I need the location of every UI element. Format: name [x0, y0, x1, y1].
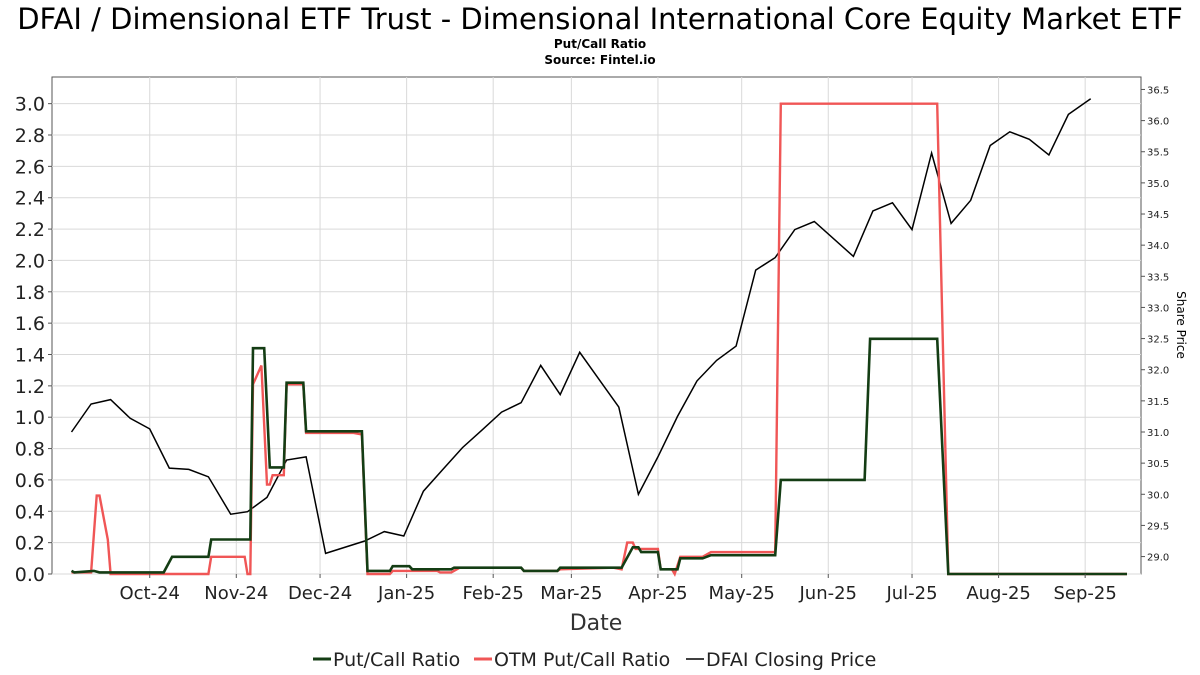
- closing-price-line: [70, 98, 1092, 555]
- legend-label: OTM Put/Call Ratio: [494, 649, 670, 671]
- y-tick-label: 0.0: [15, 564, 45, 586]
- x-tick-label: Aug-25: [966, 583, 1031, 604]
- y-tick-label: 1.8: [15, 282, 45, 304]
- y2-tick-label: 30.5: [1147, 459, 1169, 470]
- y-tick-label: 1.6: [15, 313, 45, 335]
- x-tick-label: Jan-25: [377, 583, 435, 604]
- y-tick-label: 3.0: [15, 94, 45, 116]
- legend-closing-price: DFAI Closing Price: [686, 649, 876, 671]
- chart-title: DFAI / Dimensional ETF Trust - Dimension…: [17, 2, 1183, 36]
- y2-tick-label: 34.0: [1147, 241, 1169, 252]
- y-tick-label: 1.0: [15, 407, 45, 429]
- chart-subtitle: Put/Call Ratio: [553, 37, 647, 51]
- legend-otm-put-call-ratio: OTM Put/Call Ratio: [474, 649, 670, 671]
- series-layer: [70, 98, 1127, 577]
- y-tick-label: 2.6: [15, 156, 45, 178]
- y-tick-label: 1.4: [15, 345, 45, 367]
- y2-axis-label: Share Price: [1174, 291, 1188, 359]
- otm-put-call-ratio-line: [71, 102, 1127, 577]
- y-tick-label: 2.4: [15, 188, 45, 210]
- x-tick-label: Mar-25: [540, 583, 602, 604]
- y-tick-label: 0.6: [15, 470, 45, 492]
- y2-tick-label: 32.0: [1147, 366, 1169, 377]
- x-tick-label: Nov-24: [204, 583, 268, 604]
- x-tick-label: Sep-25: [1053, 583, 1116, 604]
- x-axis-label: Date: [570, 611, 623, 636]
- chart-source: Source: Fintel.io: [544, 53, 656, 67]
- y2-tick-label: 30.0: [1147, 490, 1169, 501]
- y2-tick-label: 32.5: [1147, 335, 1169, 346]
- x-tick-label: Jul-25: [885, 583, 937, 604]
- grid: [52, 77, 1141, 575]
- axes: 0.0 0.2 0.4 0.6 0.8 1.0 1.2 1.4 1.6 1.8 2.0 2.2 2.4 2…: [15, 85, 1169, 604]
- y2-tick-label: 35.5: [1147, 148, 1169, 159]
- y2-tick-label: 36.0: [1147, 117, 1169, 128]
- y-tick-label: 0.4: [15, 501, 45, 523]
- x-tick-label: May-25: [709, 583, 775, 604]
- plot-area: [51, 76, 1142, 575]
- y-tick-label: 0.2: [15, 533, 45, 555]
- legend-put-call-ratio: Put/Call Ratio: [313, 649, 460, 671]
- y2-tick-label: 29.0: [1147, 553, 1169, 564]
- y2-tick-label: 35.0: [1147, 179, 1169, 190]
- y2-tick-label: 33.0: [1147, 303, 1169, 314]
- x-tick-label: Jun-25: [798, 583, 857, 604]
- x-tick-label: Apr-25: [628, 583, 687, 604]
- y2-tick-label: 31.0: [1147, 428, 1169, 439]
- x-tick-label: Dec-24: [288, 583, 352, 604]
- legend-label: Put/Call Ratio: [333, 649, 460, 671]
- x-tick-label: Oct-24: [119, 583, 180, 604]
- y2-tick-label: 34.5: [1147, 210, 1169, 221]
- y-tick-label: 0.8: [15, 439, 45, 461]
- legend: Put/Call Ratio OTM Put/Call Ratio DFAI Clo…: [313, 649, 876, 671]
- legend-label: DFAI Closing Price: [706, 649, 876, 671]
- y-tick-label: 1.2: [15, 376, 45, 398]
- y2-tick-label: 36.5: [1147, 85, 1169, 96]
- x-tick-label: Feb-25: [463, 583, 524, 604]
- y2-tick-label: 33.5: [1147, 272, 1169, 283]
- y2-tick-label: 31.5: [1147, 397, 1169, 408]
- y2-tick-label: 29.5: [1147, 521, 1169, 532]
- y-tick-label: 2.8: [15, 125, 45, 147]
- put-call-ratio-line: [70, 337, 1127, 576]
- y-tick-label: 2.0: [15, 250, 45, 272]
- y-tick-label: 2.2: [15, 219, 45, 241]
